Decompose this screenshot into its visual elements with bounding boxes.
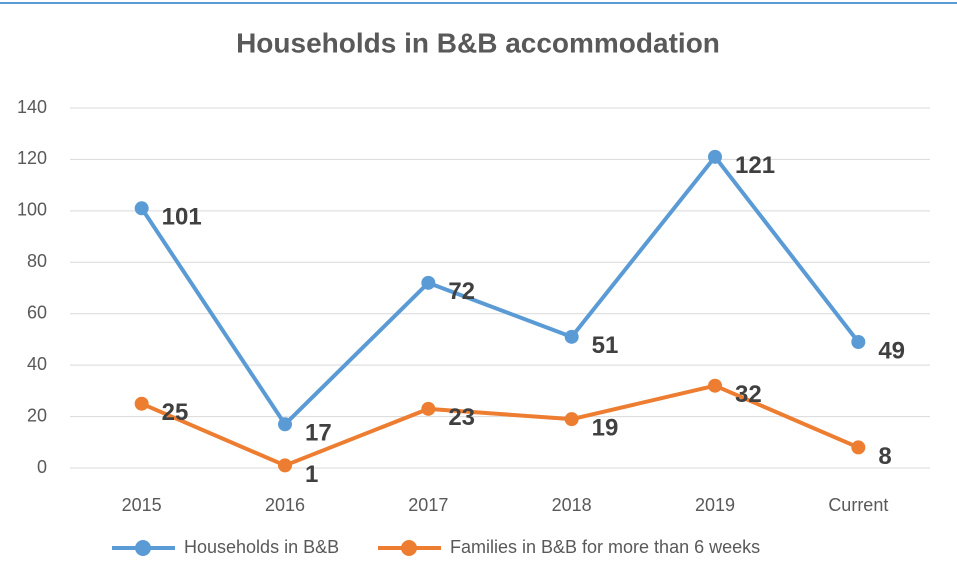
data-label: 23 (448, 404, 475, 431)
y-tick-label: 100 (17, 200, 47, 220)
x-tick-label: 2015 (122, 495, 162, 515)
data-label: 19 (592, 414, 619, 441)
y-tick-label: 0 (37, 457, 47, 477)
marker (708, 378, 722, 393)
data-label: 1 (305, 461, 318, 488)
data-label: 8 (878, 443, 891, 470)
marker (851, 335, 866, 349)
data-label: 32 (735, 381, 762, 408)
chart-title: Households in B&B accommodation (236, 27, 720, 58)
y-tick-label: 20 (27, 405, 47, 425)
y-tick-label: 140 (17, 97, 47, 117)
marker (564, 412, 579, 427)
data-label: 121 (735, 152, 775, 179)
y-tick-label: 60 (27, 302, 47, 322)
marker (851, 440, 866, 455)
data-label: 49 (878, 337, 905, 364)
x-tick-label: 2016 (265, 495, 305, 515)
legend-label: Families in B&B for more than 6 weeks (450, 537, 760, 557)
data-label: 101 (162, 204, 202, 231)
x-tick-label: Current (828, 495, 888, 515)
x-tick-label: 2017 (408, 495, 448, 515)
marker (134, 201, 149, 216)
legend-marker (135, 540, 151, 556)
y-tick-label: 40 (27, 354, 47, 374)
marker (708, 149, 722, 164)
series-line (140, 154, 860, 427)
data-label: 17 (305, 420, 332, 447)
marker (421, 401, 436, 416)
data-label: 25 (162, 399, 189, 426)
y-tick-label: 80 (27, 251, 47, 271)
x-tick-label: 2019 (695, 495, 735, 515)
data-label: 72 (448, 278, 475, 305)
marker (278, 417, 292, 432)
marker (134, 396, 149, 411)
y-tick-label: 120 (17, 148, 47, 168)
series-line (140, 383, 860, 468)
legend-label: Households in B&B (184, 537, 339, 557)
legend-marker (401, 540, 417, 556)
marker (421, 275, 436, 290)
data-label: 51 (592, 332, 619, 359)
marker (278, 458, 292, 473)
marker (564, 329, 579, 344)
x-tick-label: 2018 (552, 495, 592, 515)
